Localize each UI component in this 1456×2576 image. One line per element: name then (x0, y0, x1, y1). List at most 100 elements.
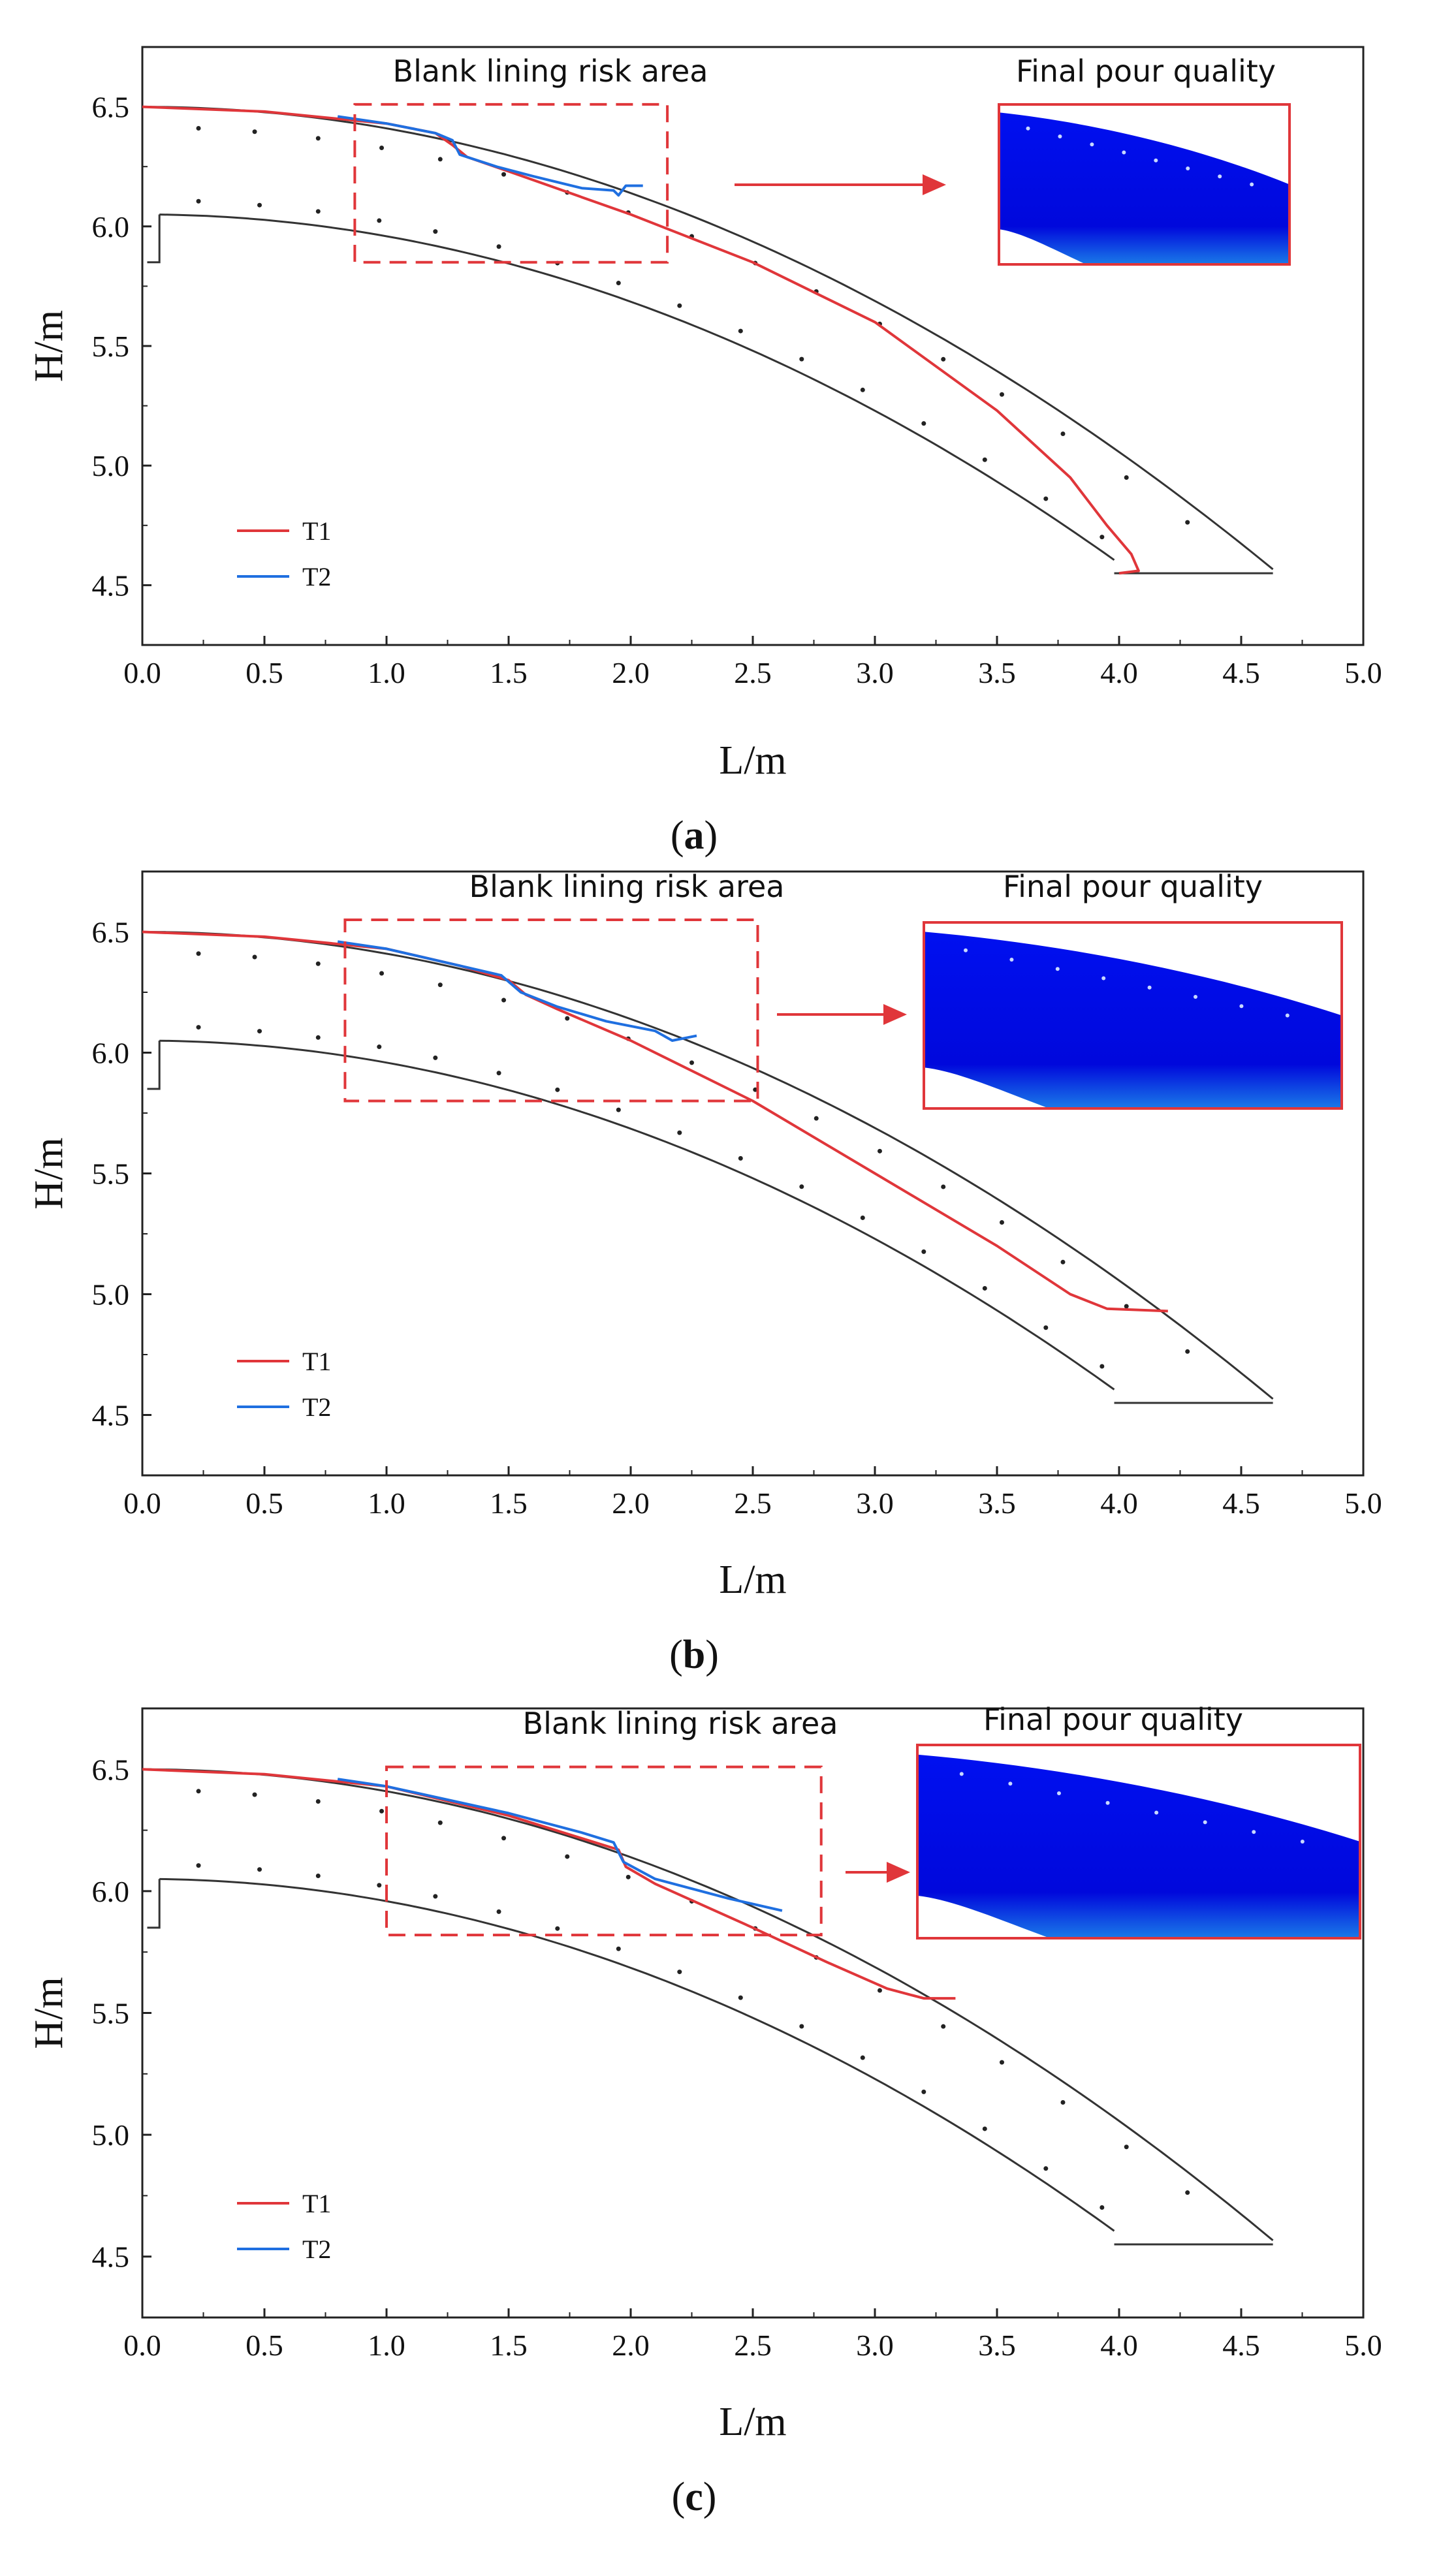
reference-dot (941, 356, 946, 362)
x-tick-label: 3.0 (856, 2329, 894, 2362)
reference-dot (921, 2089, 926, 2094)
reference-dot (1100, 2205, 1105, 2210)
inset-marker (1186, 166, 1190, 170)
inner-lining-boundary (159, 1877, 1115, 2232)
x-axis-title: L/m (719, 2400, 786, 2444)
outer-lining-boundary (142, 1768, 1274, 2242)
inset-marker (1203, 1820, 1207, 1825)
reference-dot (1185, 2190, 1190, 2195)
x-tick-label: 2.0 (612, 1486, 650, 1520)
reference-dot (982, 1285, 987, 1291)
reference-dot (1124, 2144, 1129, 2150)
reference-dot (377, 1883, 382, 1888)
reference-dot (1060, 2099, 1066, 2105)
reference-dot (1124, 475, 1129, 480)
reference-dot (433, 229, 438, 234)
reference-dot (677, 1130, 682, 1135)
x-axis-title: L/m (719, 1558, 786, 1602)
x-tick-label: 2.5 (734, 2329, 772, 2362)
y-tick-label: 6.0 (92, 1875, 130, 1908)
reference-dot (982, 2126, 987, 2131)
x-tick-label: 0.5 (245, 2329, 283, 2362)
reference-dot (315, 961, 321, 966)
inset-marker (1056, 1791, 1061, 1795)
inset-pour-fill (999, 112, 1290, 264)
y-tick-label: 5.0 (92, 2118, 130, 2152)
inset-marker (1194, 995, 1197, 999)
reference-dot (315, 209, 321, 214)
lining-left-step (147, 214, 161, 264)
x-tick-label: 2.5 (734, 1486, 772, 1520)
x-tick-label: 0.5 (245, 1486, 283, 1520)
risk-area-box (385, 1765, 823, 1937)
reference-dot (799, 356, 804, 362)
reference-dot (677, 1970, 682, 1975)
reference-dot (501, 997, 507, 1003)
y-tick-label: 6.0 (92, 1037, 130, 1070)
inset-pour-fill (917, 1754, 1360, 1938)
final-pour-quality-label: Final pour quality (1003, 869, 1263, 904)
reference-dot (799, 1184, 804, 1189)
reference-dot (1060, 1259, 1066, 1264)
inset-marker (1101, 976, 1106, 981)
risk-area-label: Blank lining risk area (393, 54, 708, 89)
panel-c: 0.0 0.5 1.0 1.5 2.0 2.5 3.0 3.5 4.0 4.5 5.0 4.5 5.0 5… (27, 1702, 1382, 2519)
x-tick-label: 3.5 (978, 1486, 1016, 1520)
x-tick-label: 3.5 (978, 2329, 1016, 2362)
legend-label-t2: T2 (302, 2235, 331, 2264)
panel-a: 0.0 0.5 1.0 1.5 2.0 2.5 3.0 3.5 4.0 4.5 5.0 4.5 5.0 5… (27, 46, 1382, 858)
inset-marker (1239, 1004, 1244, 1009)
x-tick-label: 4.5 (1222, 2329, 1260, 2362)
legend-label-t2: T2 (302, 562, 331, 591)
y-tick-label: 5.5 (92, 1997, 130, 2030)
reference-dot (616, 281, 621, 286)
reference-dot (252, 1792, 257, 1797)
reference-dot (860, 1215, 865, 1220)
x-tick-label: 4.5 (1222, 656, 1260, 689)
reference-dot (982, 457, 987, 462)
reference-dot (941, 1184, 946, 1189)
lining-left-step (147, 1041, 161, 1090)
y-tick-label: 6.0 (92, 210, 130, 243)
reference-dot (433, 1055, 438, 1060)
inset-marker (964, 948, 968, 952)
x-tick-label: 1.5 (490, 2329, 528, 2362)
reference-dot (799, 2024, 804, 2029)
x-tick-label: 5.0 (1344, 656, 1382, 689)
plot-frame (141, 870, 1365, 1477)
reference-dot (196, 1025, 201, 1030)
reference-dot (1043, 496, 1049, 501)
reference-dot (814, 1116, 819, 1121)
reference-dot (315, 1873, 321, 1878)
y-axis-title: H/m (27, 310, 71, 382)
risk-area-label: Blank lining risk area (469, 869, 785, 904)
inset-marker (1300, 1840, 1305, 1844)
series-line-t2 (337, 115, 643, 197)
reference-dot (1124, 1304, 1129, 1309)
x-tick-label: 4.0 (1100, 1486, 1138, 1520)
legend-label-t2: T2 (302, 1392, 331, 1422)
reference-dot (738, 328, 743, 334)
reference-dot (1185, 520, 1190, 525)
reference-dot (1060, 431, 1066, 436)
reference-dot (565, 1016, 570, 1021)
y-tick-label: 4.5 (92, 569, 130, 602)
reference-dot (877, 1988, 882, 1993)
x-tick-label: 4.0 (1100, 656, 1138, 689)
reference-dot (625, 1874, 631, 1879)
final-pour-quality-label: Final pour quality (983, 1702, 1243, 1737)
reference-dot (252, 129, 257, 134)
reference-dot (616, 1107, 621, 1112)
final-pour-quality-label: Final pour quality (1016, 54, 1276, 89)
reference-dot (433, 1894, 438, 1899)
inset-frame (916, 1744, 1361, 1940)
series-line-t2 (337, 940, 697, 1042)
y-tick-label: 5.0 (92, 1278, 130, 1312)
y-axis-title: H/m (27, 1977, 71, 2049)
inset-marker (1009, 958, 1014, 962)
series-line-t1 (142, 105, 1140, 575)
panel-caption: (b) (669, 1633, 719, 1677)
x-tick-label: 0.0 (123, 2329, 161, 2362)
reference-dot (1185, 1349, 1190, 1354)
